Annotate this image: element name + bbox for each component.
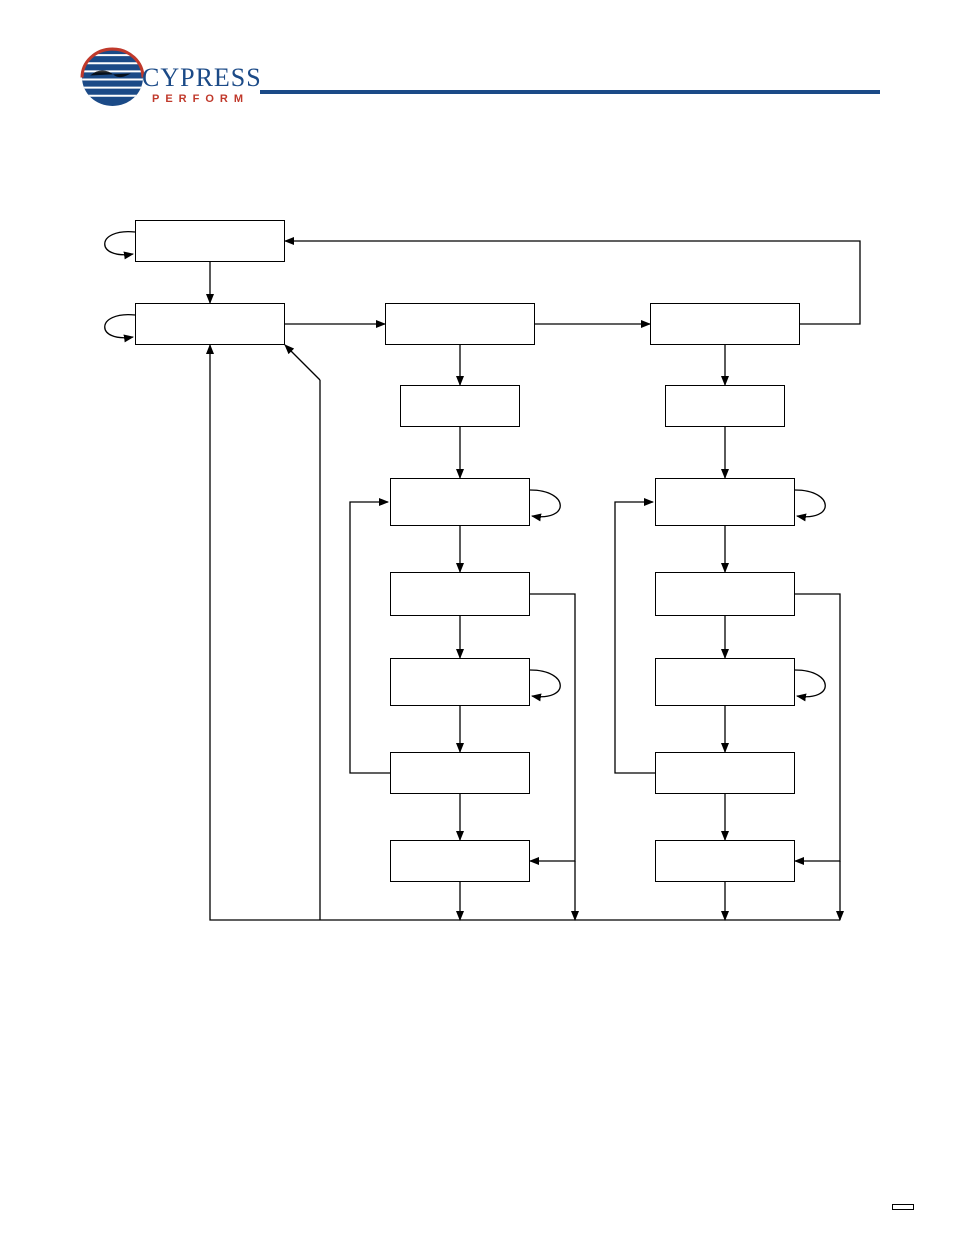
flowchart-node bbox=[665, 385, 785, 427]
flowchart-node bbox=[390, 478, 530, 526]
flowchart-node bbox=[655, 658, 795, 706]
flowchart-node bbox=[655, 752, 795, 794]
flowchart-node bbox=[655, 840, 795, 882]
flowchart bbox=[0, 0, 954, 1235]
flowchart-node bbox=[385, 303, 535, 345]
flowchart-node bbox=[400, 385, 520, 427]
flowchart-node bbox=[650, 303, 800, 345]
flowchart-node bbox=[135, 220, 285, 262]
flowchart-node bbox=[390, 840, 530, 882]
flowchart-node bbox=[390, 752, 530, 794]
flowchart-node bbox=[135, 303, 285, 345]
flowchart-node bbox=[390, 658, 530, 706]
flowchart-node bbox=[655, 478, 795, 526]
flowchart-node bbox=[655, 572, 795, 616]
flowchart-node bbox=[390, 572, 530, 616]
flowchart-edges bbox=[0, 0, 954, 1235]
page-number bbox=[892, 1204, 914, 1210]
